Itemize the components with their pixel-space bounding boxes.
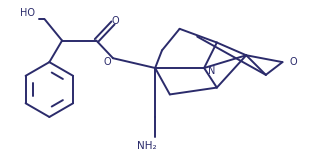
Text: HO: HO xyxy=(20,8,35,18)
Text: NH₂: NH₂ xyxy=(138,141,157,151)
Text: O: O xyxy=(289,57,297,67)
Text: O: O xyxy=(111,16,119,26)
Text: N: N xyxy=(208,66,215,76)
Text: O: O xyxy=(103,57,111,67)
